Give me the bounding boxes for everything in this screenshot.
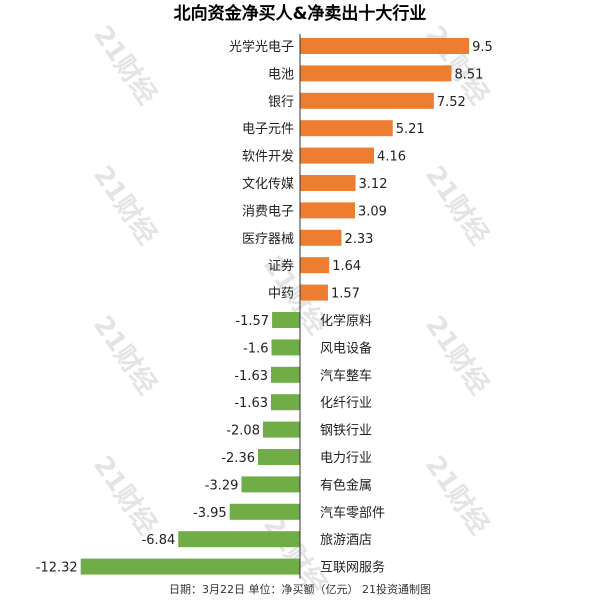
bar-2 [300, 65, 452, 82]
category-label: 化学原料 [320, 313, 372, 329]
value-label: 8.51 [454, 67, 483, 82]
category-label: 有色金属 [320, 477, 372, 493]
bar-18 [229, 503, 300, 520]
footer-note: 日期：3月22日 单位：净买额（亿元） 21投资通制图 [169, 582, 431, 596]
watermark-text: 21财经 [87, 310, 163, 400]
bar-8 [300, 229, 342, 246]
bar-19 [178, 531, 300, 548]
bar-10 [300, 284, 328, 301]
value-label: 4.16 [377, 150, 406, 165]
bar-4 [300, 120, 393, 137]
category-label: 旅游酒店 [320, 533, 372, 548]
value-label: 1.57 [331, 287, 360, 302]
category-label: 电池 [268, 67, 294, 82]
category-label: 互联网服务 [320, 560, 385, 576]
bar-13 [270, 366, 300, 383]
category-label: 医疗器械 [242, 232, 294, 247]
watermark-text: 21财经 [419, 160, 495, 250]
bar-16 [257, 449, 300, 465]
value-label: -6.84 [142, 533, 176, 548]
bar-6 [300, 175, 356, 191]
category-label: 汽车零部件 [320, 505, 385, 521]
chart-title: 北向资金净买人&净卖出十大行业 [174, 3, 427, 24]
value-label: -1.6 [243, 341, 268, 356]
value-label: -1.57 [235, 314, 269, 329]
value-label: -3.29 [205, 478, 239, 493]
category-label: 钢铁行业 [320, 424, 372, 439]
category-label: 光学光电子 [229, 39, 294, 55]
value-label: 2.33 [344, 232, 373, 247]
value-label: -1.63 [234, 396, 268, 411]
category-label: 中药 [268, 287, 294, 302]
bar-20 [80, 558, 300, 575]
category-label: 消费电子 [242, 204, 294, 219]
bar-17 [241, 476, 300, 493]
category-label: 化纤行业 [320, 396, 372, 411]
bar-15 [262, 421, 300, 438]
watermark-text: 21财经 [87, 160, 163, 250]
bar-3 [300, 92, 434, 109]
category-label: 文化传媒 [242, 177, 294, 192]
watermark-text: 21财经 [419, 310, 495, 400]
value-label: 9.5 [472, 40, 493, 55]
value-label: 7.52 [437, 95, 466, 110]
category-label: 电子元件 [242, 122, 294, 137]
value-label: 3.12 [359, 177, 388, 192]
value-label: -12.32 [36, 561, 78, 576]
category-label: 风电设备 [320, 340, 372, 356]
bars-group: 光学光电子 9.5 电池 8.51 银行 7.52 电子元件 5.21 软件开发 4.16 文化传媒… [36, 38, 493, 576]
value-label: 5.21 [396, 122, 425, 137]
bar-1 [300, 38, 470, 54]
value-label: -1.63 [234, 369, 268, 384]
value-label: -2.08 [226, 424, 260, 439]
bar-9 [300, 257, 330, 274]
value-label: 3.09 [358, 204, 387, 219]
bar-11 [272, 312, 300, 328]
value-label: -2.36 [221, 451, 255, 466]
watermark-text: 21财经 [87, 450, 163, 540]
bar-7 [300, 202, 356, 219]
value-label: 1.64 [332, 259, 361, 274]
category-label: 证券 [268, 258, 294, 274]
watermark-text: 21财经 [87, 20, 163, 110]
category-label: 银行 [268, 95, 294, 110]
value-label: -3.95 [193, 506, 227, 521]
category-label: 软件开发 [242, 149, 294, 165]
category-label: 电力行业 [320, 451, 372, 466]
watermark-text: 21财经 [419, 450, 495, 540]
bar-14 [270, 394, 300, 411]
category-label: 汽车整车 [320, 368, 372, 384]
bar-12 [271, 339, 300, 356]
bar-5 [300, 147, 375, 164]
